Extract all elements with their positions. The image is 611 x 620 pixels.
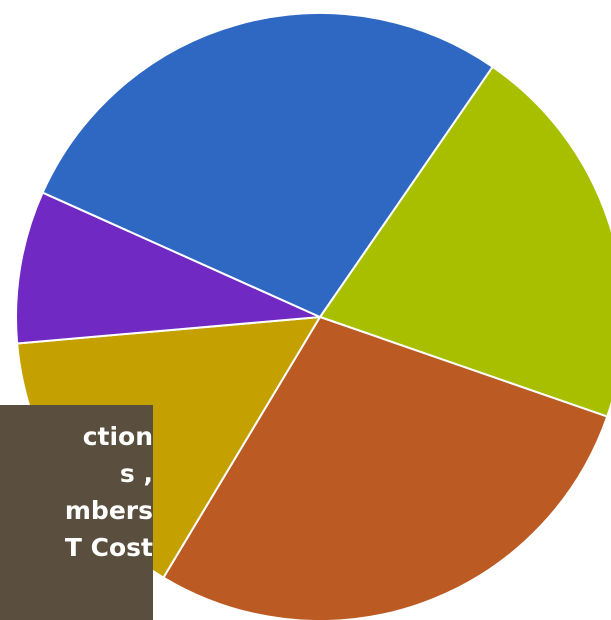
tooltip-line-1: ction: [82, 423, 153, 451]
pie-slice-1[interactable]: [318, 65, 611, 418]
tooltip-line-3: mbers: [64, 497, 153, 525]
tooltip: ction s , mbers T Cost: [0, 405, 153, 620]
pie-slice-5[interactable]: [41, 12, 495, 319]
tooltip-line-4: T Cost: [64, 534, 153, 562]
pie-slice-2[interactable]: [162, 315, 609, 620]
pie-slice-4[interactable]: [15, 191, 324, 345]
tooltip-line-2: s ,: [119, 460, 153, 488]
